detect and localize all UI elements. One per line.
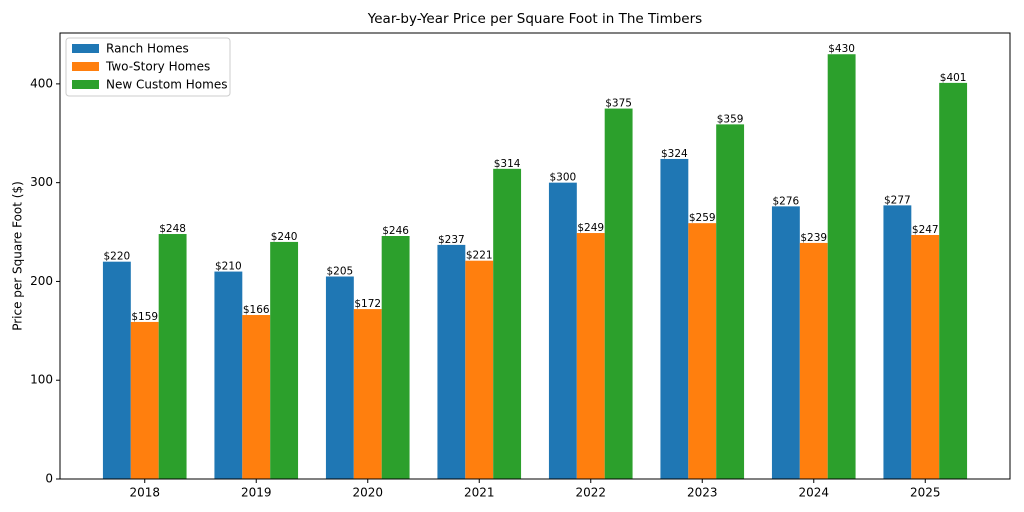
bar [911,235,940,479]
value-label: $159 [131,311,158,323]
value-label: $324 [661,148,688,160]
bar [604,108,633,479]
bar [660,158,689,479]
x-tick-label: 2024 [798,486,829,500]
value-label: $210 [215,261,242,273]
bar [158,234,187,479]
value-label: $239 [800,232,827,244]
chart-title: Year-by-Year Price per Square Foot in Th… [367,11,702,27]
value-label: $375 [605,98,632,110]
bar [716,124,745,479]
bar [799,242,828,479]
value-label: $247 [912,224,939,236]
y-tick-label: 200 [30,274,53,288]
legend-label: Ranch Homes [106,42,189,56]
legend-swatch [72,80,99,89]
bar [688,223,717,479]
legend-label: New Custom Homes [106,78,227,92]
y-tick-label: 400 [30,76,53,90]
bar [102,261,131,479]
bar [353,309,382,479]
value-label: $221 [466,250,493,262]
bar [325,276,354,479]
bar [381,235,410,479]
value-label: $314 [494,158,521,170]
value-label: $248 [159,223,186,235]
y-tick-label: 300 [30,175,53,189]
value-label: $249 [577,222,604,234]
y-axis-label: Price per Square Foot ($) [11,181,25,331]
x-tick-label: 2018 [129,486,160,500]
legend-box [65,37,231,97]
bar [576,233,605,479]
value-label: $166 [243,304,270,316]
value-label: $220 [103,251,130,263]
legend: Ranch Homes Two-Story Homes New Custom Hom… [65,37,231,97]
x-tick-label: 2020 [352,486,383,500]
bar [883,205,912,479]
x-tick-label: 2023 [687,486,718,500]
legend-swatch [72,62,99,71]
bar [242,315,271,479]
plot-frame [59,32,1011,480]
bar [465,260,494,479]
bar [130,321,159,479]
bar [437,244,466,479]
x-tick-label: 2021 [464,486,495,500]
bar [270,241,299,479]
value-label: $359 [717,113,744,125]
value-label: $237 [438,234,465,246]
y-tick-label: 100 [30,373,53,387]
value-label: $246 [382,225,409,237]
x-tick-label: 2025 [910,486,941,500]
value-label: $276 [773,195,800,207]
value-label: $259 [689,212,716,224]
value-label: $172 [354,298,381,310]
value-label: $240 [271,231,298,243]
bar [548,182,577,479]
bar [771,206,800,479]
x-tick-label: 2019 [241,486,272,500]
value-label: $430 [828,43,855,55]
y-tick-label: 0 [45,472,53,486]
legend-label: Two-Story Homes [105,60,210,74]
value-label: $300 [550,172,577,184]
bar [827,54,856,479]
bar [214,271,243,479]
x-tick-label: 2022 [575,486,606,500]
value-label: $277 [884,194,911,206]
value-label: $205 [327,265,354,277]
bar [493,168,522,480]
legend-swatch [72,44,99,53]
bar [939,82,968,479]
value-label: $401 [940,72,967,84]
